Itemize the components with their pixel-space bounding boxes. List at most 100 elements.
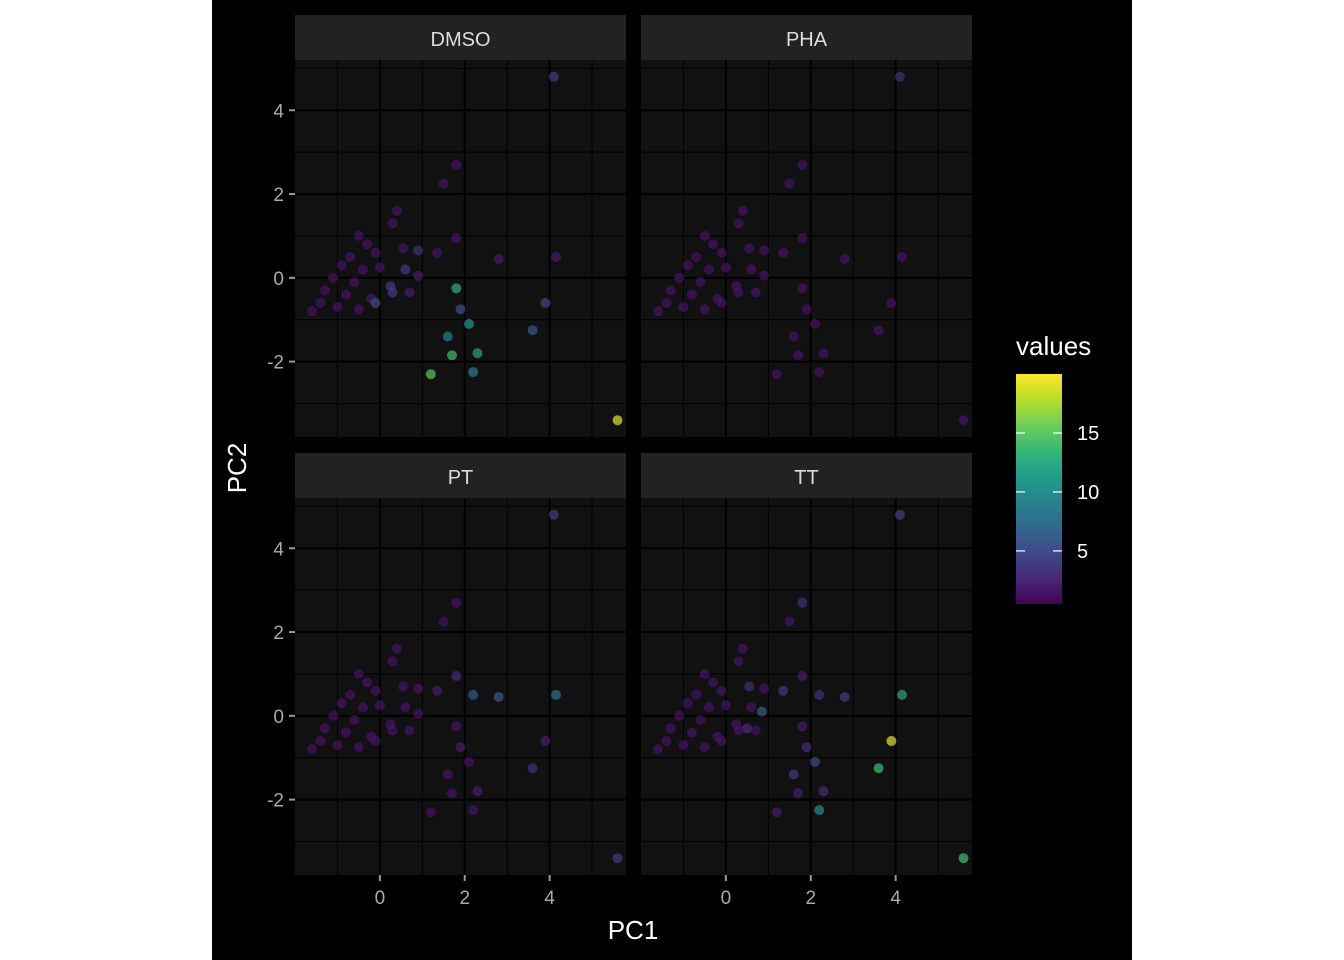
data-point (432, 685, 443, 696)
data-point (425, 807, 436, 818)
data-point (744, 243, 755, 254)
data-point (695, 715, 706, 725)
data-point (814, 367, 825, 378)
data-point (442, 331, 453, 342)
data-point (404, 725, 415, 736)
data-point (548, 71, 559, 82)
data-point (661, 736, 672, 746)
data-point (703, 702, 714, 713)
data-point (387, 218, 398, 229)
data-point (708, 239, 719, 250)
colorbar-legend: values 5 10 15 (1016, 331, 1099, 604)
data-point (686, 727, 697, 738)
data-point (733, 218, 744, 229)
data-point (307, 744, 317, 755)
data-point (374, 262, 385, 273)
data-point (784, 616, 795, 627)
data-point (759, 683, 770, 694)
facet-label: PT (448, 467, 474, 489)
data-point (413, 708, 424, 719)
data-point (451, 159, 462, 170)
data-point (451, 671, 462, 681)
data-point (784, 178, 795, 189)
data-point (737, 643, 748, 654)
y-tick-label: 2 (273, 623, 284, 644)
data-point (362, 239, 373, 250)
data-point (455, 742, 466, 753)
facet-strip (641, 15, 972, 60)
data-point (771, 369, 782, 380)
data-point (391, 205, 402, 216)
facet-label: PHA (786, 29, 828, 51)
data-point (357, 264, 368, 275)
data-point (336, 260, 347, 271)
data-point (472, 348, 483, 359)
data-point (897, 689, 907, 700)
data-point (788, 769, 799, 780)
data-point (661, 298, 672, 308)
data-point (797, 721, 808, 732)
data-point (771, 807, 782, 818)
data-point (438, 178, 449, 189)
facet-label: TT (794, 467, 818, 489)
data-point (958, 853, 969, 864)
data-point (447, 788, 457, 799)
data-point (814, 689, 825, 700)
y-axis-title: PC2 (222, 443, 252, 494)
data-point (455, 304, 466, 315)
data-point (778, 247, 789, 258)
panel-background (295, 60, 626, 437)
colorbar-tick-label: 15 (1077, 423, 1099, 445)
data-point (432, 247, 443, 258)
data-point (493, 692, 504, 702)
data-point (527, 325, 538, 336)
data-point (699, 668, 710, 679)
data-point (468, 367, 479, 378)
data-point (839, 692, 850, 702)
data-point (801, 742, 812, 753)
data-point (756, 706, 767, 717)
data-point (886, 736, 897, 746)
data-point (370, 736, 381, 746)
data-point (493, 254, 504, 264)
panel-background (641, 498, 972, 875)
data-point (319, 285, 330, 296)
data-point (332, 302, 343, 313)
data-point (897, 251, 907, 262)
data-point (468, 805, 479, 816)
data-point (387, 656, 398, 667)
data-point (797, 283, 808, 294)
panel-pha: PHA (641, 15, 972, 437)
data-point (695, 277, 706, 287)
y-tick-label: 4 (273, 101, 284, 122)
colorbar (1016, 374, 1062, 604)
data-point (527, 763, 538, 774)
data-point (357, 702, 368, 713)
facet-strip (641, 453, 972, 498)
data-point (797, 671, 808, 681)
data-point (332, 740, 343, 751)
data-point (797, 597, 808, 608)
data-point (839, 254, 850, 264)
data-point (349, 715, 360, 725)
data-point (886, 298, 897, 308)
data-point (797, 159, 808, 170)
data-point (716, 736, 727, 746)
data-point (362, 677, 373, 688)
data-point (744, 681, 755, 692)
data-point (307, 306, 317, 317)
data-point (793, 350, 803, 361)
data-point (716, 247, 727, 258)
data-point (682, 698, 693, 709)
data-point (653, 306, 663, 317)
data-point (404, 287, 415, 298)
panel-pt: PT (295, 453, 626, 875)
data-point (315, 736, 326, 746)
data-point (810, 318, 820, 329)
data-point (814, 805, 825, 816)
panel-background (641, 60, 972, 437)
data-point (370, 298, 381, 308)
data-point (370, 247, 381, 258)
data-point (413, 683, 424, 694)
